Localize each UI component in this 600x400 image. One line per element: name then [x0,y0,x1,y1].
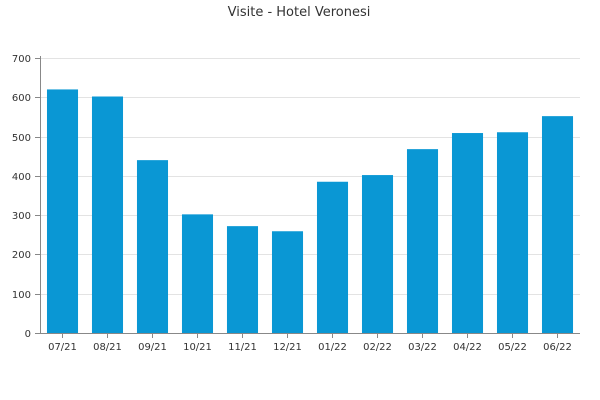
bar [361,175,394,333]
x-tick-label: 01/22 [318,342,347,353]
y-tick-label: 200 [12,250,31,261]
bar [136,160,169,333]
bar [91,96,124,333]
y-axis-ticks: 0 100 200 300 400 500 600 700 [12,54,40,340]
chart-title: Visite - Hotel Veronesi [228,5,371,20]
x-tick-label: 06/22 [543,342,572,353]
y-tick-label: 700 [12,54,31,65]
y-tick-label: 600 [12,93,31,104]
gridlines [40,58,580,295]
bars [46,89,574,334]
x-tick-label: 08/21 [93,342,122,353]
bar [451,133,484,333]
y-tick-label: 300 [12,211,31,222]
x-tick-label: 07/21 [48,342,77,353]
bar [496,132,529,333]
y-tick-label: 0 [25,329,31,340]
bar [46,89,79,334]
bar [541,116,574,333]
x-axis-ticks: 07/21 08/21 09/21 10/21 11/21 12/21 01/22 02/22… [48,333,572,353]
bar [316,181,349,333]
bar [406,149,439,333]
bar [226,226,259,333]
x-tick-label: 10/21 [183,342,212,353]
y-tick-label: 500 [12,133,31,144]
x-tick-label: 03/22 [408,342,437,353]
bar [181,214,214,333]
x-tick-label: 11/21 [228,342,257,353]
x-tick-label: 04/22 [453,342,482,353]
x-tick-label: 05/22 [498,342,527,353]
y-tick-label: 400 [12,172,31,183]
bar [271,231,304,333]
x-tick-label: 12/21 [273,342,302,353]
y-tick-label: 100 [12,290,31,301]
x-tick-label: 02/22 [363,342,392,353]
x-tick-label: 09/21 [138,342,167,353]
axes [40,56,580,334]
